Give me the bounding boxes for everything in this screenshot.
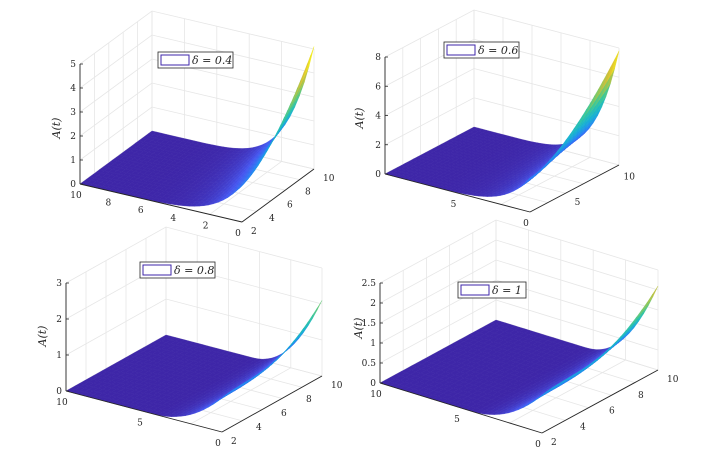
legend-label: δ = 0.4 (192, 54, 232, 67)
y-tick-label: 4 (256, 423, 262, 433)
x-tick-label: 5 (451, 200, 457, 210)
z-tick-label: 0 (375, 170, 381, 180)
x-tick-label: 10 (56, 398, 68, 408)
y-tick-label: 4 (269, 214, 275, 224)
z-axis-label: A(t) (353, 108, 366, 130)
legend-swatch (446, 44, 476, 56)
x-tick-label: 10 (70, 191, 82, 201)
subplot-delta-0-6: 0 2 4 6 8 5 0 5 10 A(t) δ = 0.6 (353, 9, 636, 229)
y-tick-label: 5 (575, 198, 581, 208)
y-tick-label: 2 (551, 438, 557, 448)
z-tick-label: 8 (375, 53, 381, 63)
surface-cell (217, 394, 227, 402)
x-tick-label: 10 (370, 390, 382, 400)
z-tick-label: 6 (375, 82, 381, 92)
z-tick-label: 3 (70, 108, 76, 118)
y-tick-label: 10 (323, 174, 335, 184)
y-tick-label: 2 (231, 437, 237, 447)
x-tick-label: 0 (535, 440, 541, 450)
z-tick-label: 2 (375, 141, 381, 151)
z-tick-label: 2 (70, 132, 76, 142)
y-tick-label: 6 (287, 201, 293, 211)
z-tick-label: 0 (56, 387, 62, 397)
y-tick-label: 8 (638, 391, 644, 401)
legend-swatch (460, 284, 490, 296)
surface-cell (237, 182, 246, 191)
x-tick-label: 0 (235, 229, 241, 239)
surface-mesh (65, 300, 323, 417)
z-tick-label: 5 (70, 60, 76, 70)
z-tick-label: 0 (70, 180, 76, 190)
legend-label: δ = 0.6 (478, 44, 518, 57)
z-tick-label: 0.5 (362, 359, 377, 369)
x-tick-label: 5 (454, 415, 460, 425)
surface-cell (525, 174, 535, 183)
x-tick-label: 6 (138, 206, 144, 216)
y-tick-label: 6 (609, 407, 615, 417)
legend-swatch (142, 264, 172, 276)
x-tick-label: 0 (523, 219, 529, 229)
y-tick-label: 8 (305, 187, 311, 197)
legend-label: δ = 1 (492, 284, 522, 297)
z-tick-label: 2.5 (362, 279, 377, 289)
surface-mesh (379, 285, 659, 415)
y-tick-label: 10 (624, 172, 636, 182)
surface-cell (610, 50, 620, 76)
surface-mesh (79, 46, 315, 207)
z-axis-label: A(t) (36, 326, 49, 348)
x-tick-label: 0 (215, 439, 221, 449)
x-tick-label: 2 (203, 221, 209, 231)
z-tick-label: 1 (70, 156, 76, 166)
surface-mesh (384, 50, 620, 197)
z-tick-label: 0 (370, 379, 376, 389)
z-tick-label: 1 (370, 339, 376, 349)
y-tick-label: 10 (667, 375, 679, 385)
axes (65, 283, 323, 433)
z-tick-label: 2 (370, 299, 376, 309)
legend: δ = 1 (457, 281, 527, 299)
legend: δ = 0.6 (443, 41, 520, 59)
axes (379, 283, 659, 434)
axes (79, 64, 315, 223)
z-tick-label: 1.5 (362, 319, 377, 329)
y-tick-label: 4 (580, 422, 586, 432)
x-tick-label: 4 (170, 214, 176, 224)
legend: δ = 0.8 (139, 261, 216, 279)
y-tick-label: 10 (331, 381, 343, 391)
y-tick-label: 8 (306, 395, 312, 405)
z-tick-label: 3 (56, 279, 62, 289)
z-axis-label: A(t) (352, 318, 365, 340)
z-tick-label: 2 (56, 315, 62, 325)
y-tick-label: 6 (281, 409, 287, 419)
legend-label: δ = 0.8 (174, 264, 214, 277)
z-tick-label: 4 (70, 84, 76, 94)
x-tick-label: 8 (106, 199, 112, 209)
y-tick-label: 2 (251, 227, 257, 237)
z-tick-label: 1 (56, 351, 62, 361)
legend-swatch (160, 54, 190, 66)
legend: δ = 0.4 (157, 51, 234, 69)
surface-cell (537, 390, 548, 400)
x-tick-label: 5 (137, 419, 143, 429)
z-axis-label: A(t) (50, 118, 63, 140)
z-tick-label: 4 (375, 112, 381, 122)
